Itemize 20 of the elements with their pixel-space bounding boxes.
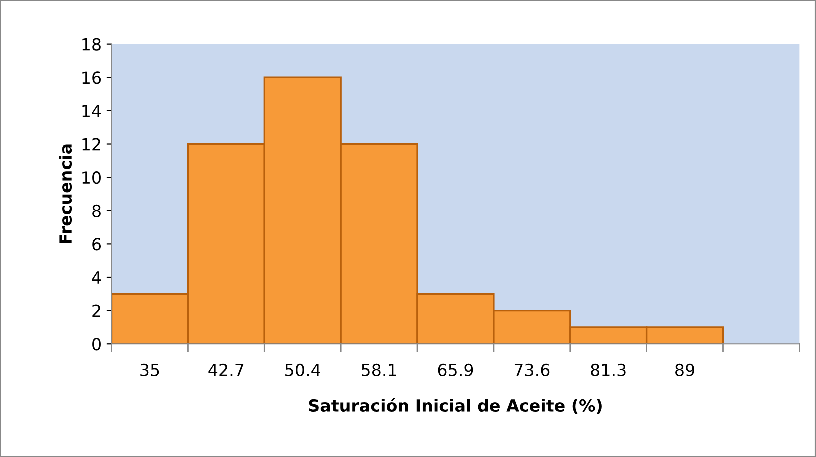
y-tick-label: 2 xyxy=(92,304,100,318)
x-tick-label: 81.3 xyxy=(591,364,626,376)
y-tick-label: 14 xyxy=(82,105,102,118)
y-axis-title: Frecuencia xyxy=(59,144,72,244)
x-tick-label: 89 xyxy=(676,364,694,376)
x-tick-label: 35 xyxy=(140,364,160,376)
y-tick-label: 18 xyxy=(82,38,101,51)
y-tick-label: 8 xyxy=(92,204,101,218)
x-axis-title: Saturación Inicial de Aceite (%) xyxy=(309,398,602,414)
y-tick-label: 10 xyxy=(82,172,101,184)
y-tick-label: 6 xyxy=(92,238,102,251)
x-tick-label: 42.7 xyxy=(208,364,244,376)
x-tick-label: 73.6 xyxy=(514,364,550,376)
x-tick-label: 50.4 xyxy=(286,364,320,376)
y-tick-label: 0 xyxy=(92,338,101,351)
x-tick-label: 58.1 xyxy=(362,364,396,376)
x-tick-label: 65.9 xyxy=(438,364,474,376)
y-tick-label: 4 xyxy=(92,272,102,284)
y-tick-label: 12 xyxy=(82,138,100,151)
y-tick-label: 16 xyxy=(82,72,102,84)
